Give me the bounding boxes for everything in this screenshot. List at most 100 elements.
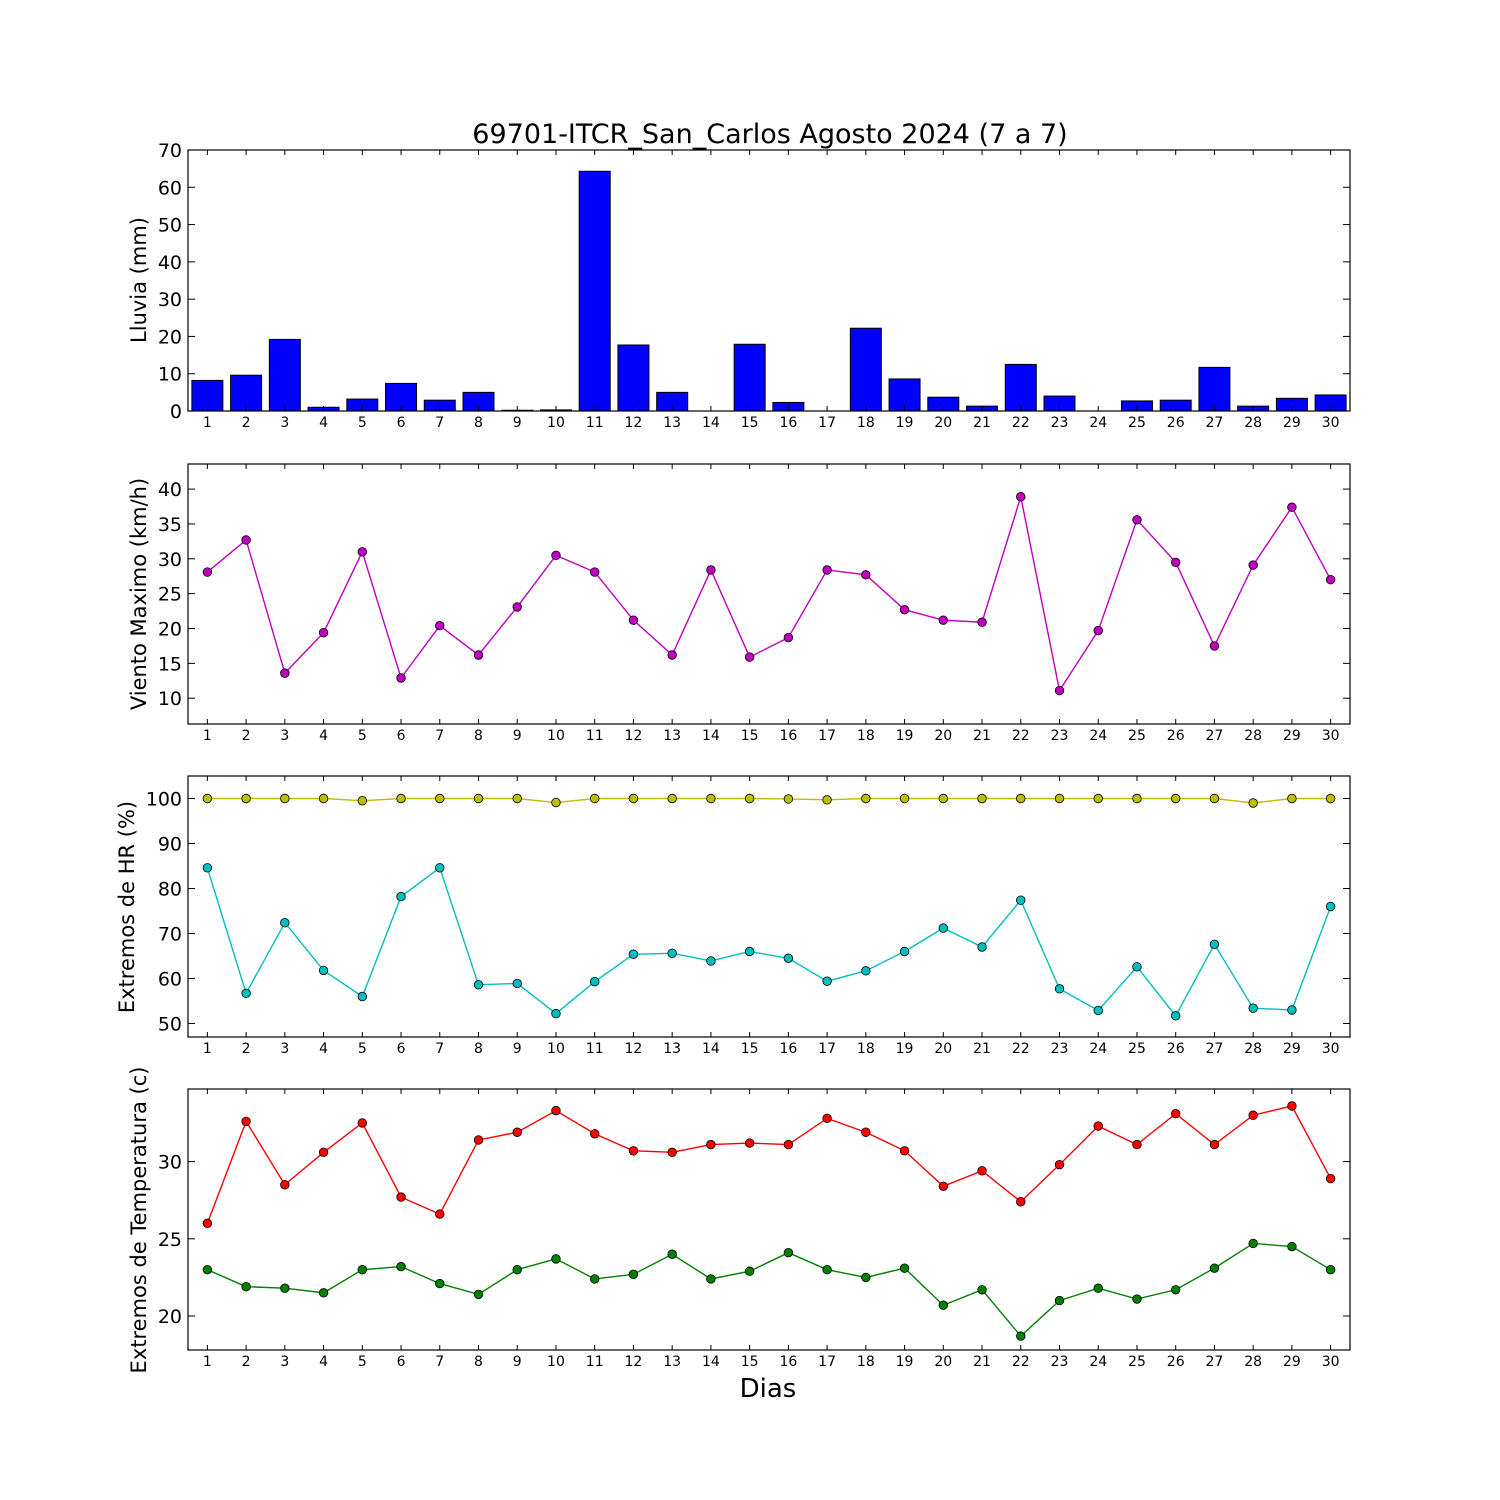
temperature-min-point-day-23 xyxy=(1054,1295,1065,1306)
x-tick-label: 20 xyxy=(934,1041,952,1057)
x-tick-label: 3 xyxy=(280,1354,289,1370)
x-tick-label: 7 xyxy=(435,1041,444,1057)
wind-max-point-day-30 xyxy=(1325,575,1336,585)
x-tick-label: 27 xyxy=(1206,415,1224,431)
wind-max-point-day-17 xyxy=(822,565,832,575)
x-tick-label: 22 xyxy=(1012,1041,1030,1057)
humidity-max-point-day-15 xyxy=(744,793,755,804)
x-tick-label: 1 xyxy=(203,728,212,744)
x-tick-label: 10 xyxy=(547,415,565,431)
x-tick-label: 6 xyxy=(397,1041,406,1057)
humidity-min-point-day-11 xyxy=(590,976,600,987)
x-tick-label: 16 xyxy=(779,1354,797,1370)
temperature-max-point-day-20 xyxy=(938,1181,949,1191)
temperature-max-point-day-13 xyxy=(667,1147,677,1158)
y-tick-label: 40 xyxy=(158,252,182,274)
humidity-max-point-day-30 xyxy=(1325,793,1336,804)
wind-max-point-day-21 xyxy=(977,617,987,627)
x-tick-label: 20 xyxy=(934,728,952,744)
temperature-max-point-day-22 xyxy=(1016,1197,1026,1207)
x-tick-label: 29 xyxy=(1283,1041,1301,1057)
temperature-max-point-day-15 xyxy=(744,1138,755,1148)
rain-bar-day-22 xyxy=(1004,363,1037,412)
x-tick-label: 28 xyxy=(1244,728,1262,744)
wind-max-point-day-18 xyxy=(861,570,871,580)
wind-max-point-day-5 xyxy=(357,547,368,557)
rain-bar-day-15 xyxy=(733,343,766,412)
temperature-max-point-day-6 xyxy=(396,1192,406,1202)
rain-bar-day-2 xyxy=(230,374,263,412)
x-tick-label: 10 xyxy=(547,1354,565,1370)
humidity-max-point-day-17 xyxy=(822,795,832,805)
x-tick-label: 2 xyxy=(242,728,251,744)
x-tick-label: 30 xyxy=(1322,1041,1340,1057)
x-tick-label: 26 xyxy=(1167,415,1185,431)
x-tick-label: 19 xyxy=(896,728,914,744)
x-tick-label: 26 xyxy=(1167,1041,1185,1057)
x-tick-label: 27 xyxy=(1206,1354,1224,1370)
x-tick-label: 30 xyxy=(1322,1354,1340,1370)
x-tick-label: 8 xyxy=(474,1354,483,1370)
wind-max-point-day-14 xyxy=(706,565,716,575)
temperature-min-point-day-9 xyxy=(512,1264,522,1275)
x-tick-label: 5 xyxy=(358,1354,367,1370)
humidity-max-point-day-23 xyxy=(1054,793,1065,804)
x-tick-label: 25 xyxy=(1128,1354,1146,1370)
humidity-min-point-day-2 xyxy=(241,988,251,999)
x-tick-label: 11 xyxy=(586,1041,604,1057)
humidity-min-point-day-16 xyxy=(783,953,794,963)
temperature-min-point-day-17 xyxy=(822,1264,832,1275)
x-tick-label: 2 xyxy=(242,415,251,431)
wind-max-point-day-3 xyxy=(280,668,290,678)
humidity-min-point-day-27 xyxy=(1209,939,1220,950)
temperature-min-point-day-28 xyxy=(1248,1238,1258,1249)
x-tick-label: 27 xyxy=(1206,1041,1224,1057)
x-tick-label: 27 xyxy=(1206,728,1224,744)
humidity-min-point-day-18 xyxy=(861,966,871,976)
wind-max-point-day-27 xyxy=(1209,641,1220,651)
x-tick-label: 11 xyxy=(586,415,604,431)
x-tick-label: 18 xyxy=(857,415,875,431)
temperature-min-point-day-3 xyxy=(280,1283,290,1293)
x-tick-label: 7 xyxy=(435,728,444,744)
humidity-max-point-day-28 xyxy=(1248,798,1258,808)
humidity-max-point-day-16 xyxy=(783,794,794,804)
temperature-max-point-day-9 xyxy=(512,1127,522,1137)
humidity-min-point-day-26 xyxy=(1170,1011,1181,1021)
x-tick-label: 19 xyxy=(896,1041,914,1057)
temperature-max-line xyxy=(206,1105,1332,1224)
x-tick-label: 22 xyxy=(1012,1354,1030,1370)
x-tick-label: 23 xyxy=(1051,1354,1069,1370)
temperature-min-point-day-29 xyxy=(1287,1241,1297,1252)
y-tick-label: 25 xyxy=(158,1229,182,1251)
x-tick-label: 2 xyxy=(242,1354,251,1370)
temperature-min-point-day-10 xyxy=(551,1254,561,1264)
temperature-max-point-day-7 xyxy=(435,1209,445,1219)
x-tick-label: 17 xyxy=(818,1041,836,1057)
wind-max-point-day-16 xyxy=(783,632,794,643)
humidity-max-point-day-24 xyxy=(1093,793,1103,804)
temperature-min-point-day-13 xyxy=(667,1249,677,1259)
humidity-max-point-day-3 xyxy=(280,793,290,804)
temperature-max-point-day-1 xyxy=(202,1218,213,1229)
x-tick-label: 24 xyxy=(1089,415,1107,431)
temperature-min-point-day-12 xyxy=(628,1269,639,1280)
x-tick-label: 4 xyxy=(319,1354,328,1370)
wind-max-point-day-19 xyxy=(899,604,910,615)
humidity-min-point-day-30 xyxy=(1325,901,1336,912)
y-tick-label: 0 xyxy=(170,401,182,423)
rain-bar-day-11 xyxy=(578,170,611,412)
wind-max-point-day-26 xyxy=(1170,557,1181,567)
wind-y-axis-label: Viento Maximo (km/h) xyxy=(127,478,151,710)
humidity-min-point-day-25 xyxy=(1132,962,1142,972)
humidity-min-point-day-24 xyxy=(1093,1005,1103,1016)
x-tick-label: 4 xyxy=(319,415,328,431)
x-tick-label: 8 xyxy=(474,415,483,431)
y-tick-label: 70 xyxy=(158,140,182,162)
x-axis-label: Dias xyxy=(740,1374,797,1404)
temperature-min-point-day-30 xyxy=(1325,1264,1336,1275)
humidity-min-point-day-29 xyxy=(1287,1005,1297,1015)
rain-bar-day-27 xyxy=(1198,366,1231,412)
